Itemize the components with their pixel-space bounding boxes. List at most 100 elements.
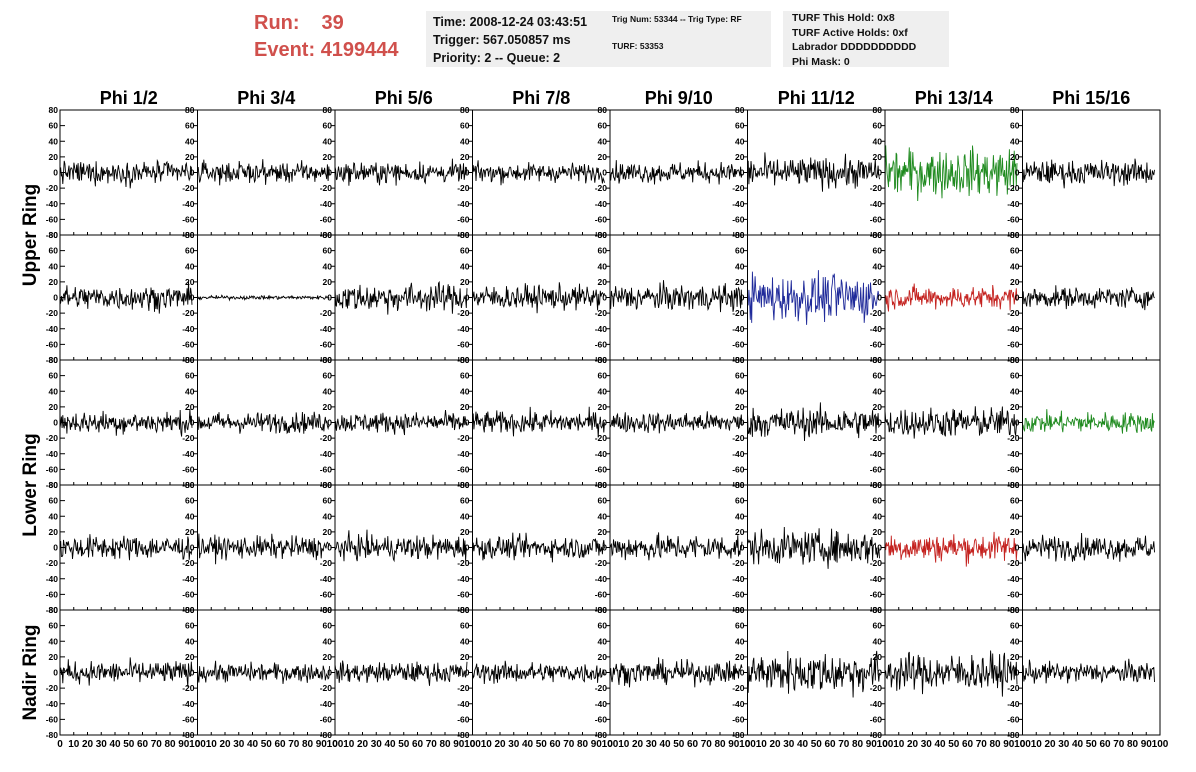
ytick-label-r4-c6: 20	[735, 527, 745, 537]
xtick-label-c4: 30	[508, 739, 520, 750]
ytick-label-r5-c8: -40	[1007, 699, 1020, 709]
ytick-label-r1-c6: -20	[732, 183, 745, 193]
ytick-label-r2-c3: 20	[323, 277, 333, 287]
trace-r5-c5	[609, 657, 743, 688]
xtick-label-c3: 10	[343, 739, 355, 750]
ytick-label-r5-c8: 40	[1010, 636, 1020, 646]
ytick-label-r5-c6: 20	[735, 652, 745, 662]
xtick-label-c7: 60	[962, 739, 974, 750]
xtick-label-c4: 100	[602, 739, 619, 750]
ytick-label-r1-c3: -60	[320, 214, 333, 224]
ytick-label-r1-c6: -40	[732, 199, 745, 209]
ytick-label-r5-c4: 0	[465, 668, 470, 678]
ytick-label-r2-c1: 0	[53, 293, 58, 303]
ytick-label-r2-c2: -20	[182, 308, 195, 318]
ytick-label-r4-c5: 40	[598, 511, 608, 521]
event-time: Time: 2008-12-24 03:43:51	[433, 15, 588, 29]
trace-r5-c3	[334, 660, 468, 686]
ytick-label-r1-c8: 80	[1010, 105, 1020, 115]
ytick-label-r5-c8: 0	[1015, 668, 1020, 678]
ytick-label-r4-c5: -20	[595, 558, 608, 568]
ytick-label-r2-c5: -20	[595, 308, 608, 318]
ytick-label-r3-c7: -60	[870, 464, 883, 474]
ytick-label-r5-c1: 80	[49, 605, 59, 615]
ytick-label-r4-c5: 20	[598, 527, 608, 537]
ytick-label-r2-c5: 40	[598, 261, 608, 271]
trace-r1-c8	[1022, 158, 1155, 189]
xtick-label-c1: 10	[68, 739, 80, 750]
xtick-label-c7: 40	[934, 739, 946, 750]
ytick-label-r2-c2: -40	[182, 324, 195, 334]
ytick-label-r1-c6: 0	[740, 168, 745, 178]
ytick-label-r2-c1: -20	[46, 308, 59, 318]
xtick-label-c4: 80	[577, 739, 589, 750]
xtick-label-c3: 40	[384, 739, 396, 750]
ytick-label-r1-c8: -20	[1007, 183, 1020, 193]
ytick-label-r2-c5: -60	[595, 339, 608, 349]
xtick-label-c6: 50	[811, 739, 823, 750]
ytick-label-r5-c7: 20	[873, 652, 883, 662]
ytick-label-r2-c2: 60	[185, 246, 195, 256]
xtick-label-c7: 90	[1003, 739, 1015, 750]
ytick-label-r5-c8: -80	[1007, 730, 1020, 740]
ytick-label-r5-c5: -20	[595, 683, 608, 693]
trace-r2-c1	[59, 281, 193, 314]
ytick-label-r5-c1: 40	[49, 636, 59, 646]
ytick-label-r4-c1: 40	[49, 511, 59, 521]
ytick-label-r5-c3: 60	[323, 621, 333, 631]
trace-r3-c6	[747, 402, 880, 442]
column-title-5: Phi 9/10	[645, 88, 713, 108]
xtick-label-c6: 40	[797, 739, 809, 750]
ring-label-2: Lower Ring	[20, 433, 41, 536]
ytick-label-r3-c6: 40	[735, 386, 745, 396]
ytick-label-r1-c1: 60	[49, 121, 59, 131]
ytick-label-r4-c4: 0	[465, 543, 470, 553]
ytick-label-r3-c1: 40	[49, 386, 59, 396]
ytick-label-r3-c1: -60	[46, 464, 59, 474]
ytick-label-r4-c6: 80	[735, 480, 745, 490]
trace-r1-c5	[609, 160, 743, 185]
ytick-label-r2-c7: 20	[873, 277, 883, 287]
ytick-label-r4-c3: 80	[323, 480, 333, 490]
ytick-label-r4-c3: 20	[323, 527, 333, 537]
ytick-label-r5-c4: -80	[457, 730, 470, 740]
ytick-label-r3-c1: -40	[46, 449, 59, 459]
ytick-label-r5-c5: 60	[598, 621, 608, 631]
xtick-label-c3: 50	[398, 739, 410, 750]
ytick-label-r1-c2: 80	[185, 105, 195, 115]
xtick-label-c1: 100	[189, 739, 206, 750]
ytick-label-r5-c5: -60	[595, 714, 608, 724]
ytick-label-r5-c1: -20	[46, 683, 59, 693]
ytick-label-r1-c7: 0	[877, 168, 882, 178]
trace-r1-c1	[59, 158, 193, 189]
ytick-label-r5-c4: 80	[460, 605, 470, 615]
run-value: 39	[321, 12, 344, 34]
ytick-label-r5-c6: -40	[732, 699, 745, 709]
xtick-label-c1: 90	[178, 739, 190, 750]
ytick-label-r4-c7: 20	[873, 527, 883, 537]
ytick-label-r5-c7: 80	[873, 605, 883, 615]
xtick-label-c8: 80	[1127, 739, 1139, 750]
ytick-label-r2-c3: -20	[320, 308, 333, 318]
ytick-label-r1-c5: 0	[602, 168, 607, 178]
ytick-label-r5-c2: -60	[182, 714, 195, 724]
ytick-label-r5-c3: 40	[323, 636, 333, 646]
phi-mask: Phi Mask: 0	[792, 55, 850, 68]
xtick-label-c5: 0	[607, 739, 613, 750]
ytick-label-r2-c2: -60	[182, 339, 195, 349]
xtick-label-c2: 60	[274, 739, 286, 750]
ytick-label-r5-c5: -80	[595, 730, 608, 740]
ytick-label-r1-c8: 40	[1010, 136, 1020, 146]
trace-r4-c8	[1022, 532, 1155, 562]
ytick-label-r3-c2: 20	[185, 402, 195, 412]
ytick-label-r1-c3: 60	[323, 121, 333, 131]
ytick-label-r1-c1: 0	[53, 168, 58, 178]
ytick-label-r1-c7: -60	[870, 214, 883, 224]
trace-r5-c6	[747, 650, 880, 698]
ytick-label-r3-c8: 60	[1010, 371, 1020, 381]
xtick-label-c4: 0	[470, 739, 476, 750]
trace-r4-c4	[472, 532, 605, 563]
trace-r3-c8	[1022, 409, 1155, 434]
xtick-label-c4: 90	[591, 739, 603, 750]
ytick-label-r2-c2: 0	[190, 293, 195, 303]
